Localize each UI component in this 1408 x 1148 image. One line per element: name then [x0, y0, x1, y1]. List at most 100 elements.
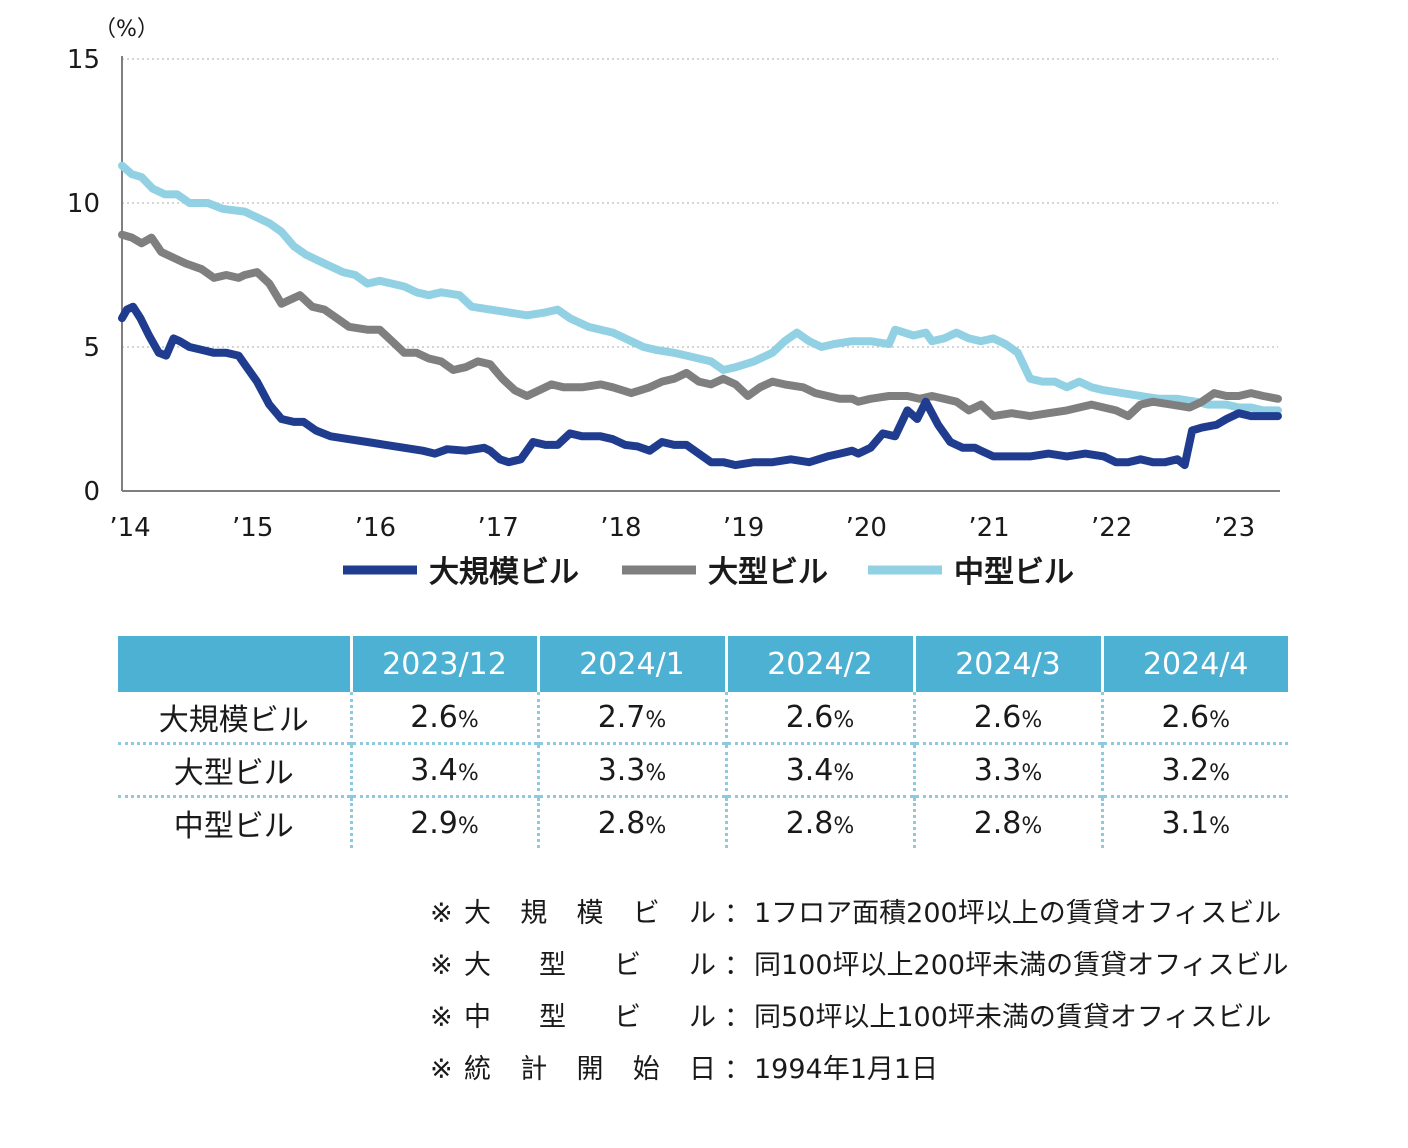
note-term: 中 型 ビ ル [464, 992, 724, 1044]
cell-value: 2.6 [1161, 699, 1210, 735]
y-tick-label: 5 [83, 333, 100, 363]
percent-sign: % [645, 707, 667, 733]
table-row: 中型ビル 2.9% 2.8% 2.8% 2.8% 3.1% [118, 795, 1288, 848]
percent-sign: % [1209, 760, 1231, 786]
note-colon: ： [724, 1054, 751, 1085]
x-tick-label: ’20 [846, 513, 887, 543]
note-term-char: 大 [464, 898, 491, 929]
note-term-char: 模 [576, 898, 604, 929]
x-tick-label: ’19 [723, 513, 764, 543]
row-label: 大型ビル [118, 742, 351, 797]
note-term-char: 日 [689, 1054, 716, 1085]
cell-value: 3.3 [597, 752, 646, 788]
note-term-char: 統 [464, 1054, 491, 1085]
cell-value: 2.8 [973, 805, 1022, 841]
table-cell: 3.3% [536, 742, 726, 797]
table-column-header: 2024/2 [724, 636, 914, 692]
note-term-char: ル [689, 1002, 716, 1033]
note-description: 1フロア面積200坪以上の賃貸オフィスビル [754, 898, 1282, 929]
note-term-char: ル [689, 950, 716, 981]
legend-label: 中型ビル [954, 555, 1074, 590]
legend: 大規模ビル 大型ビル 中型ビル [343, 555, 1074, 590]
row-label: 中型ビル [118, 795, 351, 848]
percent-sign: % [457, 813, 479, 839]
cell-value: 3.1 [1161, 805, 1210, 841]
legend-label: 大規模ビル [429, 555, 579, 590]
x-tick-labels: ’14 ’15 ’16 ’17 ’18 ’19 ’20 ’21 ’22 ’23 [109, 513, 1255, 543]
cell-value: 2.6 [785, 699, 834, 735]
footnote-row: ※ 大 規 模 ビ ル ： 1フロア面積200坪以上の賃貸オフィスビル [430, 888, 1289, 940]
table-cell: 3.4% [724, 742, 914, 797]
table-cell: 3.3% [912, 742, 1102, 797]
table-column-header: 2024/1 [536, 636, 726, 692]
note-term-char: 型 [539, 1002, 566, 1033]
table-corner-cell [118, 636, 351, 692]
note-mark: ※ [430, 950, 453, 981]
x-tick-label: ’14 [109, 513, 150, 543]
cell-value: 2.9 [410, 805, 458, 841]
note-term-char: 大 [464, 950, 491, 981]
series-line [118, 161, 1282, 415]
note-colon: ： [724, 898, 751, 929]
percent-sign: % [1021, 813, 1043, 839]
table-cell: 2.6% [1100, 692, 1288, 744]
note-term-char: ル [689, 898, 716, 929]
table-cell: 2.8% [912, 795, 1102, 848]
x-tick-label: ’16 [355, 513, 396, 543]
percent-sign: % [833, 813, 855, 839]
table-cell: 3.2% [1100, 742, 1288, 797]
grid [122, 58, 1278, 348]
percent-sign: % [1021, 760, 1043, 786]
cell-value: 2.7 [597, 699, 646, 735]
y-tick-label: 0 [83, 477, 100, 507]
axes [121, 56, 1280, 492]
vacancy-rate-chart: （%） 0 5 10 15 ’14 ’15 ’16 ’17 ’18 ’19 ’20 ’21 ’22 ’2… [67, 17, 1282, 590]
note-mark: ※ [430, 1054, 453, 1085]
table-column-header: 2024/3 [912, 636, 1102, 692]
x-tick-label: ’23 [1214, 513, 1255, 543]
note-description: 1994年1月1日 [754, 1054, 939, 1085]
table-cell: 2.8% [724, 795, 914, 848]
note-colon: ： [724, 950, 751, 981]
percent-sign: % [833, 707, 855, 733]
note-term-char: 型 [539, 950, 566, 981]
note-term-char: 中 [464, 1002, 491, 1033]
cell-value: 2.6 [973, 699, 1022, 735]
percent-sign: % [645, 760, 667, 786]
y-axis-unit-label: （%） [94, 17, 159, 42]
series-line [118, 302, 1282, 470]
series-line [118, 230, 1282, 421]
percent-sign: % [1209, 813, 1231, 839]
x-tick-label: ’18 [600, 513, 641, 543]
legend-label: 大型ビル [708, 555, 828, 590]
note-term: 統 計 開 始 日 [464, 1044, 724, 1096]
cell-value: 3.3 [973, 752, 1022, 788]
footnote-row: ※ 統 計 開 始 日 ： 1994年1月1日 [430, 1044, 1289, 1096]
x-tick-label: ’22 [1091, 513, 1132, 543]
vacancy-rate-table: 2023/12 2024/1 2024/2 2024/3 2024/4 大規模ビ… [118, 636, 1288, 848]
table-cell: 2.9% [349, 795, 538, 848]
cell-value: 3.2 [1161, 752, 1210, 788]
table-cell: 2.8% [536, 795, 726, 848]
note-term-char: 計 [520, 1054, 548, 1085]
note-term-char: 開 [576, 1054, 604, 1085]
table-row: 大規模ビル 2.6% 2.7% 2.6% 2.6% 2.6% [118, 692, 1288, 744]
table-row: 大型ビル 3.4% 3.3% 3.4% 3.3% 3.2% [118, 742, 1288, 797]
note-description: 同100坪以上200坪未満の賃貸オフィスビル [754, 950, 1289, 981]
table-cell: 3.4% [349, 742, 538, 797]
note-colon: ： [724, 1002, 751, 1033]
table-cell: 3.1% [1100, 795, 1288, 848]
note-term-char: ビ [632, 898, 660, 929]
table-cell: 2.6% [912, 692, 1102, 744]
percent-sign: % [1209, 707, 1231, 733]
footnotes: ※ 大 規 模 ビ ル ： 1フロア面積200坪以上の賃貸オフィスビル ※ 大 … [430, 888, 1289, 1096]
x-tick-label: ’17 [477, 513, 518, 543]
footnote-row: ※ 大 型 ビ ル ： 同100坪以上200坪未満の賃貸オフィスビル [430, 940, 1289, 992]
table-column-header: 2023/12 [349, 636, 538, 692]
cell-value: 3.4 [410, 752, 458, 788]
y-tick-label: 10 [67, 189, 100, 219]
x-tick-label: ’15 [232, 513, 273, 543]
row-label: 大規模ビル [158, 703, 309, 738]
note-mark: ※ [430, 898, 453, 929]
note-mark: ※ [430, 1002, 453, 1033]
